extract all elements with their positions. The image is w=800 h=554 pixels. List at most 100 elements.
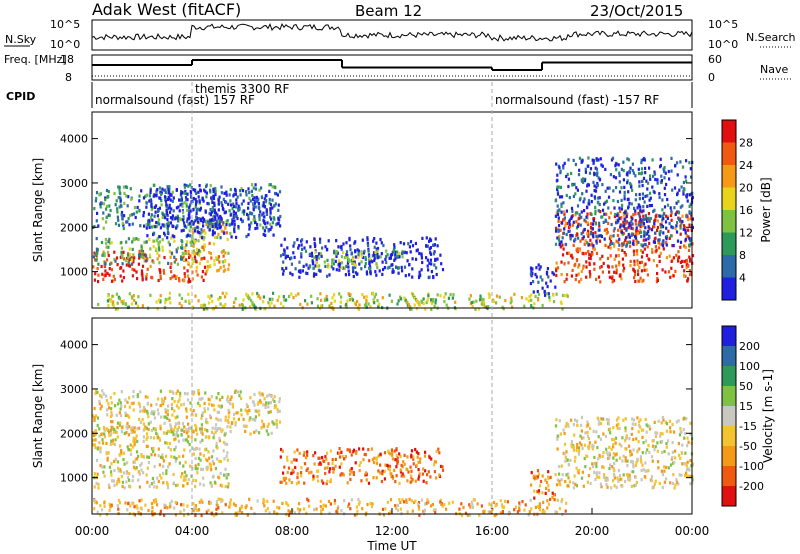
- range-gate-cell: [630, 183, 633, 187]
- range-gate-cell: [106, 456, 109, 460]
- range-gate-cell: [593, 470, 596, 474]
- range-gate-cell: [612, 452, 616, 456]
- range-gate-cell: [578, 213, 581, 217]
- range-gate-cell: [584, 239, 587, 243]
- range-gate-cell: [225, 223, 228, 227]
- range-gate-cell: [618, 474, 622, 478]
- range-gate-cell: [300, 471, 303, 475]
- range-gate-cell: [577, 452, 581, 456]
- range-gate-cell: [422, 479, 425, 483]
- range-gate-cell: [185, 202, 188, 206]
- range-gate-cell: [587, 446, 590, 451]
- range-gate-cell: [187, 422, 190, 426]
- range-gate-cell: [208, 462, 211, 466]
- range-gate-cell: [147, 415, 150, 419]
- range-gate-cell: [393, 243, 396, 247]
- range-gate-cell: [511, 305, 514, 309]
- range-gate-cell: [681, 165, 685, 169]
- range-gate-cell: [207, 397, 210, 401]
- range-gate-cell: [215, 499, 218, 504]
- range-gate-cell: [111, 413, 114, 417]
- range-gate-cell: [657, 419, 660, 423]
- range-gate-cell: [621, 224, 624, 228]
- range-gate-cell: [204, 209, 207, 213]
- range-gate-cell: [227, 420, 230, 425]
- range-gate-cell: [107, 294, 110, 298]
- range-gate-cell: [668, 254, 671, 258]
- range-gate-cell: [195, 215, 198, 219]
- range-gate-cell: [196, 432, 199, 436]
- range-gate-cell: [183, 425, 186, 429]
- range-gate-cell: [296, 472, 299, 476]
- range-gate-cell: [661, 214, 664, 218]
- range-gate-cell: [677, 259, 680, 263]
- range-gate-cell: [665, 214, 668, 218]
- range-gate-cell: [682, 192, 685, 196]
- range-gate-cell: [677, 453, 681, 457]
- range-gate-cell: [410, 307, 413, 311]
- range-gate-cell: [107, 402, 110, 406]
- range-gate-cell: [157, 397, 160, 401]
- range-gate-cell: [205, 191, 208, 195]
- range-gate-cell: [686, 279, 689, 283]
- range-gate-cell: [614, 212, 617, 217]
- range-gate-cell: [212, 436, 215, 440]
- range-gate-cell: [480, 504, 483, 508]
- range-gate-cell: [95, 247, 98, 251]
- range-gate-cell: [241, 307, 244, 311]
- range-gate-cell: [609, 463, 612, 467]
- range-gate-cell: [253, 392, 256, 397]
- range-gate-cell: [315, 255, 318, 259]
- range-gate-cell: [288, 478, 291, 482]
- range-gate-cell: [556, 187, 559, 191]
- range-gate-cell: [271, 420, 274, 424]
- range-gate-cell: [254, 409, 257, 413]
- range-gate-cell: [598, 178, 601, 182]
- range-gate-cell: [166, 441, 169, 445]
- range-gate-cell: [342, 250, 345, 255]
- range-gate-cell: [425, 244, 428, 248]
- range-gate-cell: [565, 174, 568, 179]
- range-gate-cell: [154, 225, 157, 229]
- range-gate-cell: [176, 389, 179, 393]
- range-gate-cell: [110, 427, 113, 431]
- range-gate-cell: [624, 429, 627, 433]
- range-gate-cell: [535, 275, 538, 279]
- range-gate-cell: [582, 264, 585, 268]
- range-gate-cell: [184, 189, 187, 193]
- range-gate-cell: [106, 458, 109, 462]
- range-gate-cell: [192, 305, 195, 309]
- range-gate-cell: [629, 476, 632, 481]
- range-gate-cell: [350, 498, 353, 502]
- colorbar-swatch: [722, 326, 736, 346]
- range-gate-cell: [565, 232, 568, 237]
- range-gate-cell: [234, 297, 237, 301]
- range-gate-cell: [104, 269, 107, 273]
- range-gate-cell: [156, 188, 159, 192]
- range-gate-cell: [317, 479, 320, 483]
- range-gate-cell: [587, 234, 590, 238]
- range-gate-cell: [572, 448, 575, 452]
- range-gate-cell: [157, 243, 160, 247]
- range-gate-cell: [125, 185, 129, 189]
- range-gate-cell: [563, 212, 566, 216]
- range-gate-cell: [565, 209, 568, 213]
- range-gate-cell: [254, 418, 257, 422]
- range-gate-cell: [640, 161, 643, 165]
- range-gate-cell: [201, 438, 204, 442]
- range-gate-cell: [643, 230, 646, 234]
- range-gate-cell: [369, 305, 372, 309]
- range-gate-cell: [335, 239, 338, 243]
- range-gate-cell: [249, 432, 252, 436]
- range-gate-cell: [215, 503, 218, 507]
- range-gate-cell: [539, 265, 542, 269]
- range-gate-cell: [173, 409, 176, 413]
- range-gate-cell: [118, 411, 121, 415]
- range-gate-cell: [623, 197, 626, 201]
- range-gate-cell: [567, 261, 570, 265]
- colorbar-swatch: [722, 406, 736, 426]
- range-gate-cell: [594, 166, 597, 170]
- range-gate-cell: [646, 204, 649, 208]
- range-gate-cell: [634, 236, 638, 240]
